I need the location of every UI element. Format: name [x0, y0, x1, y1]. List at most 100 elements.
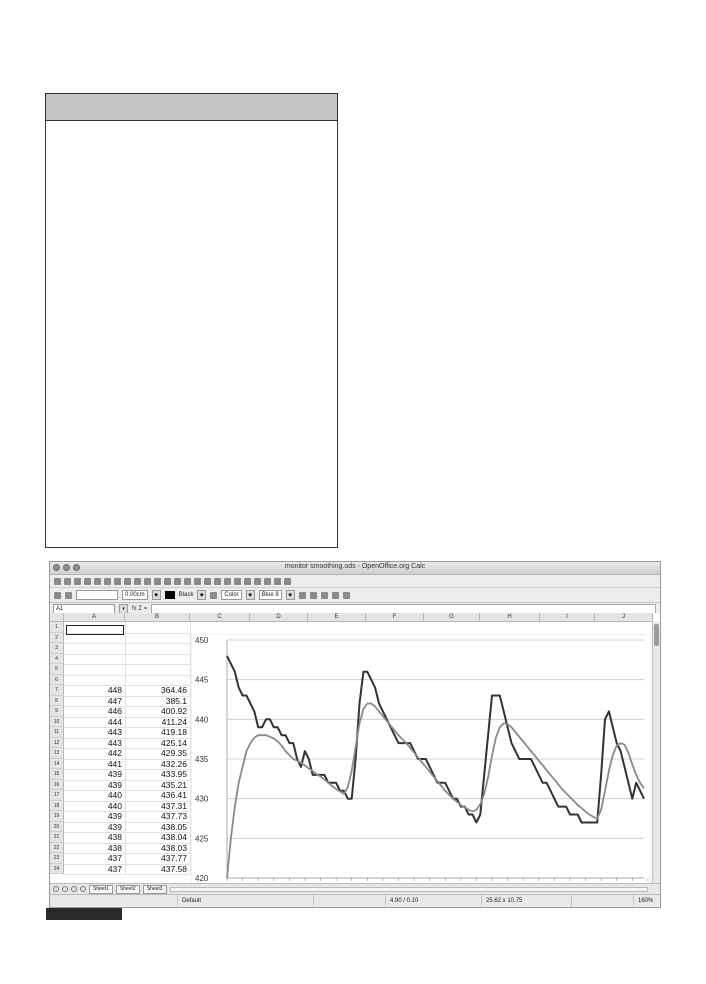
edit-file-icon[interactable] — [94, 577, 101, 585]
cell-b[interactable]: 438.04 — [161, 832, 187, 842]
cell-b[interactable]: 437.31 — [161, 800, 187, 811]
column-header[interactable]: D — [250, 613, 308, 622]
line-width-field[interactable]: 0.00cm — [122, 590, 148, 600]
cell-a[interactable]: 439 — [107, 769, 122, 779]
row-header[interactable]: 20 — [50, 821, 64, 832]
cell-b[interactable] — [125, 675, 190, 686]
cell-a[interactable]: 440 — [107, 800, 122, 811]
shadow-icon[interactable] — [298, 591, 306, 599]
zoom-button[interactable] — [73, 564, 80, 571]
row-header[interactable]: 11 — [50, 727, 64, 738]
minimize-button[interactable] — [63, 564, 70, 571]
cell-b[interactable] — [125, 643, 190, 654]
cell-a[interactable]: 442 — [107, 748, 122, 758]
cell-a[interactable]: 443 — [107, 727, 122, 737]
cell-b[interactable]: 400.92 — [161, 706, 187, 716]
row-header[interactable]: 12 — [50, 737, 64, 748]
column-header[interactable]: H — [480, 613, 540, 622]
column-header[interactable]: A — [64, 613, 125, 622]
cell-a[interactable]: 439 — [107, 811, 122, 821]
horizontal-scrollbar[interactable] — [170, 887, 648, 892]
row-header[interactable]: 6 — [50, 674, 64, 685]
cell-a[interactable] — [64, 643, 125, 654]
row-header[interactable]: 24 — [50, 863, 64, 874]
cell-b[interactable] — [125, 622, 190, 633]
close-button[interactable] — [53, 564, 60, 571]
undo-icon[interactable] — [194, 577, 201, 585]
export-pdf-icon[interactable] — [104, 577, 111, 585]
column-header[interactable]: C — [190, 613, 250, 622]
help-icon[interactable] — [284, 577, 291, 585]
row-header[interactable]: 1 — [50, 622, 64, 633]
cell-a[interactable]: 446 — [107, 706, 122, 716]
row-header[interactable]: 22 — [50, 842, 64, 853]
cell-b[interactable]: 433.95 — [161, 769, 187, 779]
clone-format-icon[interactable] — [184, 577, 191, 585]
row-header[interactable]: 13 — [50, 748, 64, 759]
cell-b[interactable]: 385.1 — [165, 695, 187, 706]
row-header[interactable]: 17 — [50, 790, 64, 801]
open-icon[interactable] — [64, 577, 71, 585]
new-icon[interactable] — [54, 577, 61, 585]
cell-b[interactable] — [125, 664, 190, 675]
cell-b[interactable]: 436.41 — [161, 790, 187, 800]
row-header[interactable]: 18 — [50, 800, 64, 811]
last-sheet-button[interactable] — [80, 886, 86, 892]
tab-sheet1[interactable]: Sheet1 — [89, 884, 113, 894]
vertical-scrollbar[interactable] — [652, 622, 660, 883]
cell-b[interactable]: 437.77 — [161, 853, 187, 863]
chart-icon[interactable] — [244, 577, 251, 585]
autospellcheck-icon[interactable] — [144, 577, 151, 585]
cell-b[interactable]: 419.18 — [161, 727, 187, 737]
row-header[interactable]: 23 — [50, 853, 64, 864]
cell-a[interactable] — [64, 654, 125, 665]
column-header[interactable]: G — [424, 613, 480, 622]
selected-cell[interactable] — [66, 625, 124, 635]
next-sheet-button[interactable] — [71, 886, 77, 892]
column-header[interactable]: I — [540, 613, 595, 622]
row-header[interactable]: 21 — [50, 832, 64, 843]
row-header[interactable]: 8 — [50, 695, 64, 706]
column-header[interactable]: F — [366, 613, 424, 622]
tab-sheet2[interactable]: Sheet2 — [115, 884, 140, 894]
page-style[interactable]: Default — [178, 894, 314, 907]
hyperlink-icon[interactable] — [214, 577, 221, 585]
page-preview-icon[interactable] — [124, 577, 131, 585]
cell-b[interactable]: 429.35 — [161, 748, 187, 758]
copy-icon[interactable] — [164, 577, 171, 585]
cell-b[interactable]: 364.46 — [161, 685, 187, 695]
row-header[interactable]: 15 — [50, 769, 64, 780]
area-color-dropdown[interactable]: Blue 8 — [258, 590, 282, 600]
area-style-stepper[interactable]: ◆ — [245, 590, 255, 600]
cell-b[interactable]: 432.26 — [161, 758, 187, 769]
row-header[interactable]: 19 — [50, 811, 64, 822]
arrow-style-icon[interactable] — [54, 591, 61, 599]
anchor-icon[interactable] — [309, 591, 317, 599]
cell-a[interactable] — [64, 664, 125, 675]
navigator-icon[interactable] — [274, 577, 281, 585]
show-draw-functions-icon[interactable] — [254, 577, 261, 585]
cell-a[interactable]: 438 — [107, 832, 122, 842]
send-to-back-icon[interactable] — [331, 591, 339, 599]
row-header[interactable]: 10 — [50, 716, 64, 727]
spellcheck-icon[interactable] — [134, 577, 141, 585]
cell-b[interactable]: 435.21 — [161, 779, 187, 790]
sort-ascending-icon[interactable] — [224, 577, 231, 585]
cell-a[interactable] — [64, 675, 125, 686]
row-header[interactable]: 5 — [50, 664, 64, 675]
column-header[interactable]: E — [308, 613, 366, 622]
area-style-dropdown[interactable]: Color — [221, 590, 242, 600]
find-icon[interactable] — [264, 577, 271, 585]
vertical-scroll-thumb[interactable] — [654, 624, 659, 646]
column-header[interactable]: J — [595, 613, 653, 622]
line-style-icon[interactable] — [65, 591, 72, 599]
prev-sheet-button[interactable] — [62, 886, 68, 892]
row-header[interactable]: 7 — [50, 685, 64, 696]
line-color-dropdown[interactable]: ◆ — [197, 590, 207, 600]
row-header[interactable]: 14 — [50, 758, 64, 769]
zoom-slider[interactable] — [572, 894, 634, 907]
cell-b[interactable]: 438.03 — [161, 842, 187, 853]
print-icon[interactable] — [114, 577, 121, 585]
cell-a[interactable]: 441 — [107, 758, 122, 769]
